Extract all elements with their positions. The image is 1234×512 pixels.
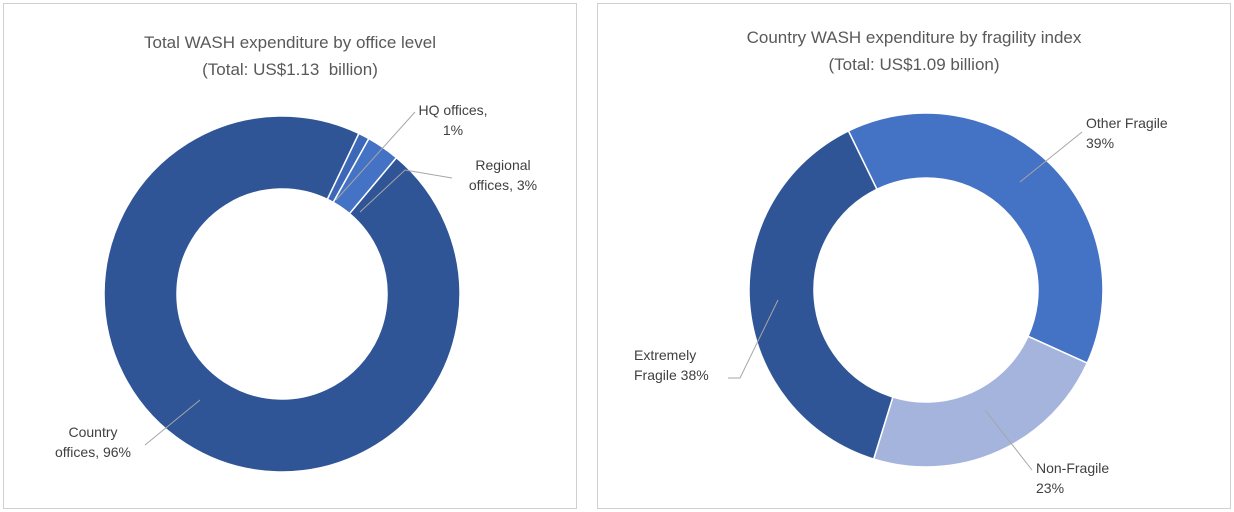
chart-subtitle: (Total: US$1.13 billion) <box>202 60 378 79</box>
leader-line <box>144 399 201 446</box>
panel-right: Country WASH expenditure by fragility in… <box>597 3 1231 509</box>
data-label: Non-Fragile 23% <box>1036 460 1110 496</box>
donut-slice <box>332 137 398 215</box>
leader-line <box>984 409 1033 471</box>
donut-slice <box>872 335 1089 468</box>
leader-line <box>728 299 779 379</box>
donut-slice <box>103 115 461 473</box>
leader-line <box>359 169 453 213</box>
leader-line <box>335 111 416 201</box>
data-label: Extremely Fragile 38% <box>634 347 709 383</box>
data-label: Other Fragile 39% <box>1086 115 1168 151</box>
data-label: Country offices, 96% <box>54 424 131 460</box>
chart-title: Total WASH expenditure by office level <box>144 33 436 52</box>
leader-line <box>1019 131 1083 183</box>
data-label: HQ offices, 1% <box>418 102 488 138</box>
donut-slice <box>748 129 894 461</box>
panel-left: Total WASH expenditure by office level (… <box>3 3 577 509</box>
chart-title: Country WASH expenditure by fragility in… <box>746 28 1082 47</box>
data-label: Regional offices, 3% <box>468 157 538 193</box>
leader-lines <box>144 111 1083 471</box>
chart-subtitle: (Total: US$1.09 billion) <box>828 55 1000 74</box>
donut-slice <box>847 112 1104 365</box>
